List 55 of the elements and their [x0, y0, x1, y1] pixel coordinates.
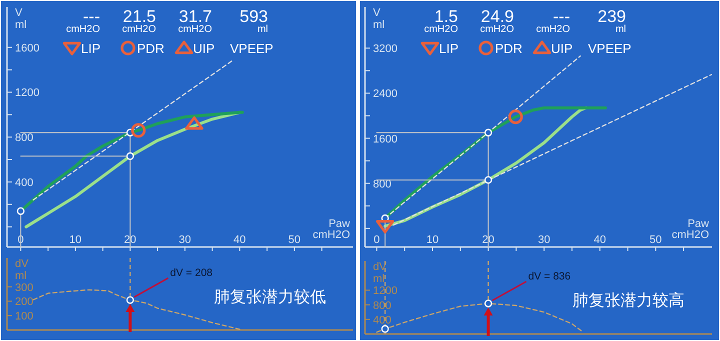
annotation: 1.5 [434, 7, 458, 26]
y-tick-label: 3200 [373, 43, 398, 56]
y-tick-label: 1600 [15, 42, 40, 54]
legend-label: PDR [495, 41, 522, 56]
annotation: 肺复张潜力较高 [572, 292, 685, 310]
annotation: cmH2O [178, 24, 212, 35]
annotation: cmH2O [536, 24, 570, 35]
x-tick-label: 40 [594, 234, 606, 246]
annotation: 肺复张潜力较低 [214, 288, 326, 306]
annotation: dV = 836 [528, 270, 571, 282]
x-tick-label: 0 [374, 234, 380, 246]
y-tick-label: 100 [15, 310, 34, 323]
y-tick-label: 1600 [373, 133, 398, 146]
x-tick-label: 50 [288, 234, 301, 246]
legend-label: UIP [193, 41, 215, 56]
y-axis-title: V ml [15, 7, 27, 31]
annotation: cmH2O [424, 24, 458, 35]
annotation: --- [83, 7, 100, 26]
legend-label: LIP [81, 41, 101, 56]
annotation: cmH2O [66, 24, 100, 35]
legend-label: PDR [137, 41, 164, 56]
annotation: 21.5 [122, 7, 156, 26]
annotation: VPEEP [230, 41, 274, 56]
y-tick-label: 400 [373, 314, 392, 326]
legend-label: UIP [551, 41, 573, 56]
annotation: ml [615, 24, 626, 35]
x-axis-title: Paw cmH2O [312, 218, 350, 241]
x-tick-label: 10 [426, 234, 439, 246]
x-tick-label: 50 [650, 234, 662, 246]
y-tick-label: 2400 [373, 88, 398, 100]
y-tick-label: 1200 [15, 87, 40, 100]
y-tick-label: 300 [15, 282, 34, 294]
annotation: VPEEP [588, 41, 632, 56]
annotation: cmH2O [480, 24, 514, 35]
y-tick-label: 1200 [373, 285, 398, 298]
x-axis-title: Paw cmH2O [672, 218, 710, 241]
x-tick-label: 30 [538, 234, 550, 246]
legend-label: LIP [439, 41, 459, 56]
annotation: cmH2O [122, 24, 156, 35]
annotation: dV = 208 [170, 267, 213, 280]
y-tick-label: 400 [15, 176, 34, 189]
annotation: 239 [598, 7, 626, 26]
annotation: --- [553, 7, 570, 26]
y-tick-label: 800 [15, 132, 34, 144]
annotation: ml [257, 24, 268, 35]
annotation: 31.7 [178, 7, 212, 26]
annotation: 24.9 [480, 7, 514, 26]
y-axis-title: dV ml [15, 258, 30, 282]
x-tick-label: 40 [234, 234, 246, 246]
x-tick-label: 30 [178, 234, 192, 246]
y-tick-label: 200 [15, 296, 34, 308]
y-tick-label: 800 [373, 300, 392, 312]
annotation: 593 [240, 7, 268, 26]
x-tick-label: 10 [69, 234, 82, 246]
y-axis-title: V ml [373, 7, 385, 31]
